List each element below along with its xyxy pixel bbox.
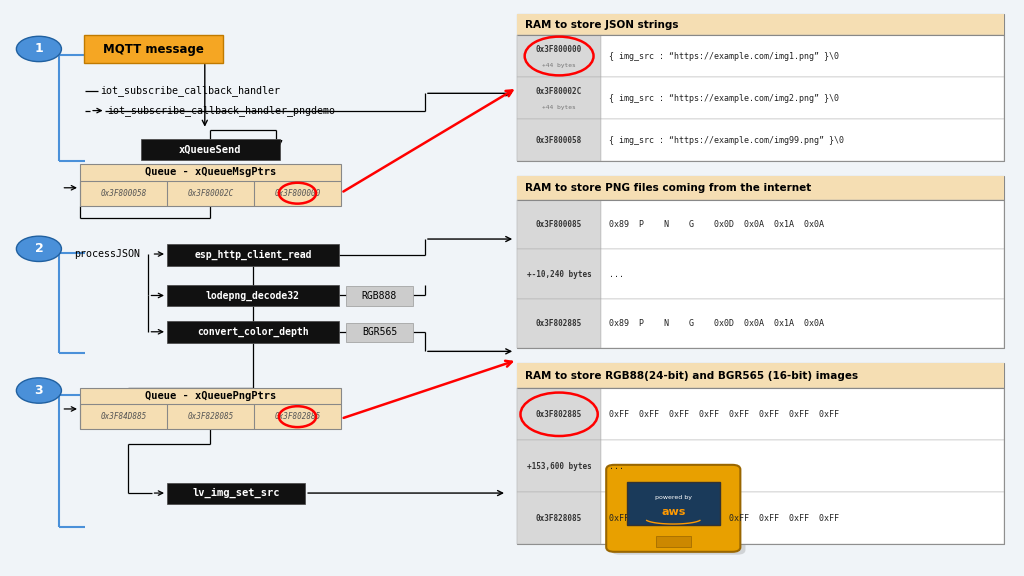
Text: 2: 2 (35, 242, 43, 255)
FancyBboxPatch shape (346, 286, 413, 306)
Text: 0x3F802885: 0x3F802885 (536, 319, 583, 328)
Text: lv_img_set_src: lv_img_set_src (193, 488, 280, 498)
FancyBboxPatch shape (84, 35, 223, 63)
Text: 1: 1 (35, 43, 43, 55)
Text: 0xFF  0xFF  0xFF  0xFF  0xFF  0xFF  0xFF  0xFF: 0xFF 0xFF 0xFF 0xFF 0xFF 0xFF 0xFF 0xFF (609, 514, 840, 523)
FancyBboxPatch shape (517, 176, 1004, 348)
Text: +44 bytes: +44 bytes (543, 105, 575, 110)
FancyBboxPatch shape (80, 388, 341, 429)
Text: xQueueSend: xQueueSend (179, 145, 242, 154)
Text: { img_src : “https://example.com/img1.png” }\0: { img_src : “https://example.com/img1.pn… (609, 51, 840, 60)
FancyBboxPatch shape (601, 249, 1004, 299)
FancyBboxPatch shape (517, 200, 601, 249)
FancyBboxPatch shape (517, 119, 601, 161)
Text: ...: ... (609, 270, 625, 279)
FancyBboxPatch shape (517, 299, 601, 348)
Text: BGR565: BGR565 (361, 327, 397, 338)
Text: 0x3F800000: 0x3F800000 (274, 189, 321, 198)
FancyBboxPatch shape (517, 14, 1004, 161)
FancyBboxPatch shape (167, 285, 339, 306)
Text: RAM to store RGB88(24-bit) and BGR565 (16-bit) images: RAM to store RGB88(24-bit) and BGR565 (1… (525, 370, 858, 381)
FancyBboxPatch shape (517, 176, 1004, 200)
FancyBboxPatch shape (346, 323, 413, 342)
FancyBboxPatch shape (601, 77, 1004, 119)
Text: RAM to store PNG files coming from the internet: RAM to store PNG files coming from the i… (525, 183, 812, 193)
Circle shape (16, 36, 61, 62)
Text: RGB888: RGB888 (361, 291, 397, 301)
Text: 0x3F828085: 0x3F828085 (187, 412, 233, 421)
Text: 0x3F84D885: 0x3F84D885 (100, 412, 146, 421)
Text: 0x3F80002C: 0x3F80002C (187, 189, 233, 198)
Text: aws: aws (662, 507, 685, 517)
Text: 0x3F828085: 0x3F828085 (536, 514, 583, 523)
Text: iot_subscribe_callback_handler_pngdemo: iot_subscribe_callback_handler_pngdemo (108, 105, 336, 116)
FancyBboxPatch shape (601, 388, 1004, 440)
Text: 0x89  P    N    G    0x0D  0x0A  0x1A  0x0A: 0x89 P N G 0x0D 0x0A 0x1A 0x0A (609, 220, 824, 229)
FancyBboxPatch shape (517, 492, 601, 544)
FancyBboxPatch shape (601, 35, 1004, 77)
Text: ...: ... (609, 462, 625, 471)
FancyBboxPatch shape (167, 483, 305, 504)
Circle shape (16, 236, 61, 262)
Text: Queue - xQueuePngPtrs: Queue - xQueuePngPtrs (144, 391, 276, 401)
Text: RAM to store JSON strings: RAM to store JSON strings (525, 20, 679, 30)
Text: 3: 3 (35, 384, 43, 397)
FancyBboxPatch shape (606, 465, 740, 552)
FancyBboxPatch shape (517, 388, 601, 440)
Text: iot_subscribe_callback_handler: iot_subscribe_callback_handler (100, 86, 281, 96)
FancyBboxPatch shape (601, 200, 1004, 249)
Text: 0x3F800058: 0x3F800058 (100, 189, 146, 198)
Text: esp_http_client_read: esp_http_client_read (195, 250, 311, 260)
Text: { img_src : “https://example.com/img99.png” }\0: { img_src : “https://example.com/img99.p… (609, 136, 844, 145)
Text: 0x3F800058: 0x3F800058 (536, 136, 583, 145)
FancyBboxPatch shape (601, 492, 1004, 544)
FancyBboxPatch shape (167, 321, 339, 343)
Text: 0x3F802885: 0x3F802885 (536, 410, 583, 419)
Text: 0x3F800085: 0x3F800085 (536, 220, 583, 229)
FancyBboxPatch shape (517, 249, 601, 299)
Text: +-10,240 bytes: +-10,240 bytes (526, 270, 592, 279)
Text: +44 bytes: +44 bytes (543, 63, 575, 68)
FancyBboxPatch shape (601, 440, 1004, 492)
Text: 0x3F80002C: 0x3F80002C (536, 88, 583, 96)
FancyBboxPatch shape (601, 119, 1004, 161)
FancyBboxPatch shape (141, 139, 280, 160)
FancyBboxPatch shape (517, 14, 1004, 35)
Text: processJSON: processJSON (74, 249, 139, 259)
FancyBboxPatch shape (601, 299, 1004, 348)
FancyBboxPatch shape (611, 468, 745, 555)
Text: 0x89  P    N    G    0x0D  0x0A  0x1A  0x0A: 0x89 P N G 0x0D 0x0A 0x1A 0x0A (609, 319, 824, 328)
Text: powered by: powered by (654, 495, 692, 500)
FancyBboxPatch shape (167, 244, 339, 266)
Circle shape (16, 378, 61, 403)
Text: 0x3F802885: 0x3F802885 (274, 412, 321, 421)
Text: MQTT message: MQTT message (103, 43, 204, 56)
FancyBboxPatch shape (655, 536, 691, 547)
Text: { img_src : “https://example.com/img2.png” }\0: { img_src : “https://example.com/img2.pn… (609, 94, 840, 103)
Text: Queue - xQueueMsgPtrs: Queue - xQueueMsgPtrs (144, 168, 276, 177)
FancyBboxPatch shape (80, 164, 341, 206)
Text: lodepng_decode32: lodepng_decode32 (206, 291, 300, 301)
FancyBboxPatch shape (517, 363, 1004, 388)
Text: convert_color_depth: convert_color_depth (197, 327, 309, 337)
Text: 0x3F800000: 0x3F800000 (536, 45, 583, 54)
Text: +153,600 bytes: +153,600 bytes (526, 462, 592, 471)
FancyBboxPatch shape (517, 363, 1004, 544)
FancyBboxPatch shape (517, 35, 601, 77)
FancyBboxPatch shape (517, 77, 601, 119)
Text: 0xFF  0xFF  0xFF  0xFF  0xFF  0xFF  0xFF  0xFF: 0xFF 0xFF 0xFF 0xFF 0xFF 0xFF 0xFF 0xFF (609, 410, 840, 419)
FancyBboxPatch shape (627, 482, 720, 525)
FancyBboxPatch shape (517, 440, 601, 492)
